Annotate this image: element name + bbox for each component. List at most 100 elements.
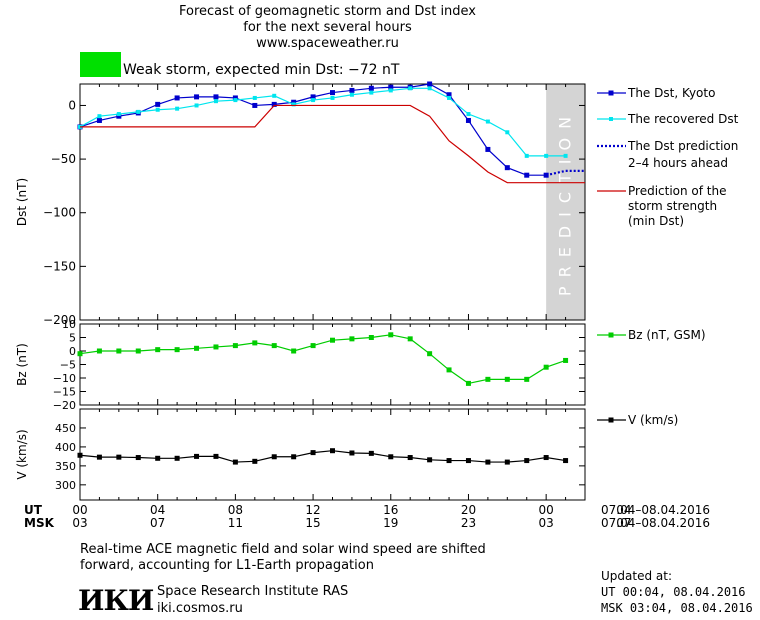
dst-recovered-series-line bbox=[79, 87, 566, 157]
dst-prediction-series-line bbox=[545, 169, 585, 177]
y-tick-label-bz: −10 bbox=[53, 372, 76, 385]
ut-tick-label: 16 bbox=[383, 503, 398, 517]
ut-axis-label: UT bbox=[24, 503, 42, 517]
legend-dst-recovered-marker bbox=[609, 117, 613, 121]
dst-recovered-series-point bbox=[369, 90, 374, 95]
bz-series-point bbox=[252, 340, 258, 346]
y-tick-label-bz: 10 bbox=[62, 318, 76, 331]
bz-series-point bbox=[407, 336, 413, 342]
dst-recovered-series-point bbox=[388, 88, 393, 93]
msk-tick-label: 07 bbox=[150, 516, 165, 530]
v-series-point bbox=[446, 458, 452, 464]
dst-recovered-series-point bbox=[505, 130, 510, 135]
dst-recovered-series-point bbox=[175, 106, 180, 111]
y-tick-label-dst: −200 bbox=[43, 313, 76, 327]
dst-recovered-series-point bbox=[349, 92, 354, 97]
v-y-axis-label: V (km/s) bbox=[15, 429, 29, 479]
dst-recovered-series-point bbox=[155, 107, 160, 112]
legend-bz-label: Bz (nT, GSM) bbox=[628, 328, 706, 342]
ut-tick-label: 00 bbox=[539, 503, 554, 517]
bz-series-point bbox=[291, 348, 297, 354]
ut-tick-label: 04 bbox=[150, 503, 165, 517]
legend-dst-kyoto-marker bbox=[608, 90, 614, 96]
v-series-point bbox=[368, 450, 374, 456]
y-tick-label-v: 450 bbox=[55, 422, 76, 435]
dst-kyoto-series-point bbox=[271, 101, 277, 107]
dst-kyoto-series-point bbox=[174, 95, 180, 101]
y-tick-label-v: 400 bbox=[55, 441, 76, 454]
legend-dst-kyoto-label: The Dst, Kyoto bbox=[628, 86, 716, 100]
bz-series-point bbox=[96, 348, 102, 354]
bz-series-point bbox=[232, 343, 238, 349]
ut-date-range: 07.04–08.04.2016 bbox=[601, 503, 711, 517]
bz-series-line bbox=[79, 334, 566, 385]
dst-recovered-series-point bbox=[427, 86, 432, 91]
v-series-point bbox=[174, 455, 180, 461]
institute-site-link[interactable]: iki.cosmos.ru bbox=[157, 601, 243, 616]
bz-series-point bbox=[349, 336, 355, 342]
bz-series-point bbox=[427, 351, 433, 357]
footer-note-line-2: forward, accounting for L1-Earth propaga… bbox=[80, 558, 374, 573]
institute-name: Space Research Institute RAS bbox=[157, 584, 349, 599]
v-series-point bbox=[485, 459, 491, 465]
v-series-point bbox=[77, 452, 83, 458]
bz-series-point bbox=[213, 344, 219, 350]
legend-dst-recovered-label: The recovered Dst bbox=[628, 112, 739, 126]
y-tick-label-bz: −15 bbox=[53, 386, 76, 399]
bz-series-point bbox=[330, 337, 335, 343]
dst-recovered-series-point bbox=[213, 99, 218, 104]
msk-date-range: 07.04–08.04.2016 bbox=[601, 516, 711, 530]
prediction-band-label: PREDICTION bbox=[556, 108, 575, 296]
dst-recovered-series-point bbox=[544, 153, 549, 158]
y-tick-label-bz: 0 bbox=[69, 345, 76, 358]
dst-recovered-series-point bbox=[563, 153, 568, 158]
storm-status-text: Weak storm, expected min Dst: −72 nT bbox=[123, 62, 400, 78]
dst-kyoto-series-point bbox=[252, 102, 258, 108]
msk-tick-label: 15 bbox=[305, 516, 320, 530]
bz-series-point bbox=[135, 348, 141, 354]
dst-kyoto-series-point bbox=[310, 94, 316, 100]
dst-kyoto-series-point bbox=[465, 117, 471, 123]
msk-tick-label: 19 bbox=[383, 516, 398, 530]
y-tick-label-dst: −50 bbox=[51, 152, 76, 166]
prediction-band bbox=[546, 84, 585, 320]
y-tick-label-dst: −150 bbox=[43, 259, 76, 273]
dst-kyoto-series-point bbox=[446, 92, 452, 98]
v-series-point bbox=[563, 458, 569, 464]
bz-frame bbox=[79, 323, 586, 406]
v-series-point bbox=[330, 448, 335, 454]
dst-kyoto-series-point bbox=[388, 84, 394, 90]
dst-recovered-series-point bbox=[291, 102, 296, 107]
ut-tick-label: 20 bbox=[461, 503, 476, 517]
bz-series-point bbox=[194, 345, 200, 351]
v-series-point bbox=[524, 458, 530, 464]
y-tick-label-dst: 0 bbox=[68, 98, 76, 112]
dst-kyoto-series-point bbox=[330, 90, 335, 96]
footer-note-line-1: Real-time ACE magnetic field and solar w… bbox=[80, 542, 486, 557]
bz-series-point bbox=[368, 335, 374, 340]
dst-kyoto-series-point bbox=[194, 94, 200, 100]
title-line-1: Forecast of geomagnetic storm and Dst in… bbox=[178, 4, 477, 19]
dst-recovered-series-point bbox=[272, 93, 277, 98]
dst-recovered-series-point bbox=[136, 109, 141, 114]
v-series-point bbox=[407, 455, 413, 461]
v-series-point bbox=[427, 457, 433, 463]
updated-msk: MSK 03:04, 08.04.2016 bbox=[601, 601, 753, 615]
bz-series-point bbox=[77, 351, 83, 357]
dst-recovered-series-point bbox=[233, 98, 238, 103]
legend-v-label: V (km/s) bbox=[628, 413, 679, 427]
dst-kyoto-series-point bbox=[485, 146, 491, 152]
storm-level-badge bbox=[80, 52, 121, 77]
y-tick-label-dst: −100 bbox=[43, 206, 76, 220]
legend-dst-prediction-label-2: 2–4 hours ahead bbox=[628, 156, 728, 170]
dst-kyoto-series-point bbox=[155, 101, 161, 107]
bz-series-point bbox=[310, 343, 316, 349]
bz-series-point bbox=[485, 376, 491, 382]
v-series-point bbox=[349, 450, 355, 456]
dst-kyoto-series-point bbox=[96, 117, 102, 123]
v-frame bbox=[79, 408, 586, 501]
dst-kyoto-series-point bbox=[213, 94, 219, 100]
dst-kyoto-series-point bbox=[427, 81, 433, 87]
dst-recovered-series-point bbox=[116, 112, 121, 117]
website-link[interactable]: www.spaceweather.ru bbox=[256, 36, 399, 51]
